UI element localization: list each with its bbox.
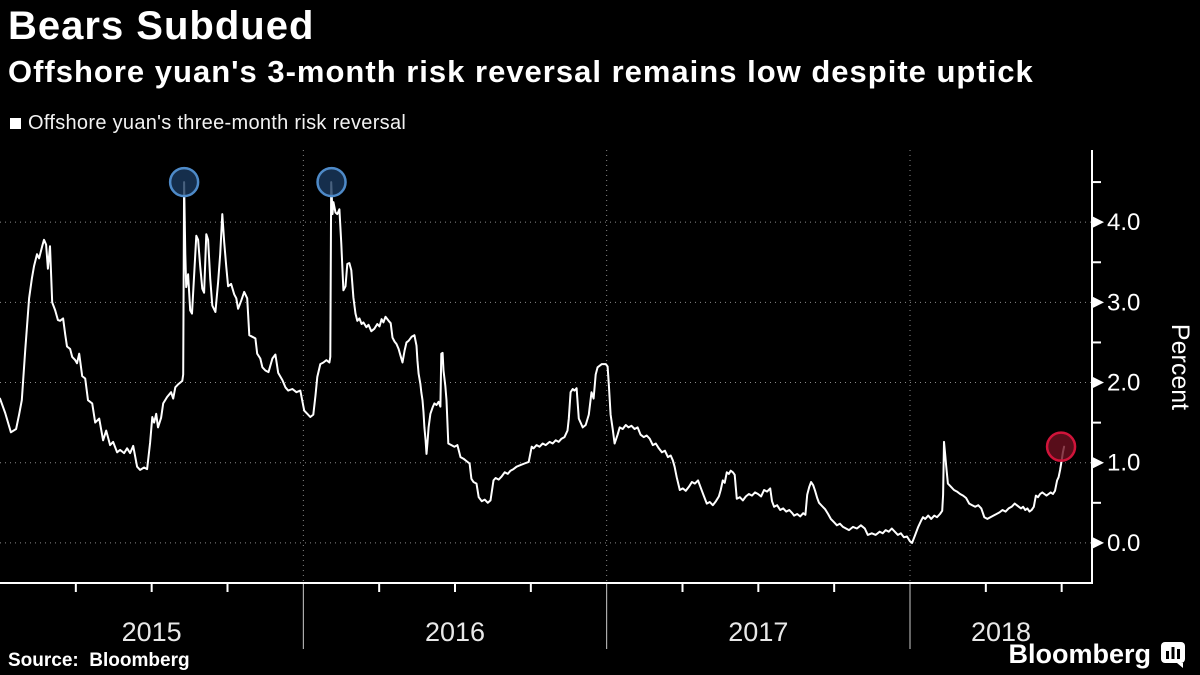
bloomberg-logo-text: Bloomberg <box>1008 639 1151 669</box>
peak-marker <box>168 166 200 198</box>
x-tick-label: 2016 <box>425 617 485 647</box>
legend-swatch-icon <box>10 118 21 129</box>
y-major-tick-arrow <box>1092 376 1104 389</box>
chart-legend: Offshore yuan's three-month risk reversa… <box>10 112 406 135</box>
legend-label: Offshore yuan's three-month risk reversa… <box>28 112 407 134</box>
page-title: Bears Subdued <box>8 4 315 48</box>
x-tick-label: 2017 <box>728 617 788 647</box>
series-line <box>0 181 1066 544</box>
y-tick-label: 1.0 <box>1107 450 1140 477</box>
peak-marker <box>316 166 347 198</box>
y-major-tick-arrow <box>1092 456 1104 469</box>
y-axis-title: Percent <box>1166 324 1194 410</box>
x-tick-label: 2018 <box>971 617 1031 647</box>
peak-marker <box>1045 431 1077 462</box>
chart-subtitle: Offshore yuan's 3-month risk reversal re… <box>8 54 1034 89</box>
bloomberg-bubble-chart-icon <box>1161 642 1185 668</box>
y-major-tick-arrow <box>1092 296 1104 309</box>
y-tick-label: 3.0 <box>1107 289 1140 316</box>
x-tick-label: 2015 <box>122 617 182 647</box>
y-tick-label: 0.0 <box>1107 530 1140 557</box>
y-tick-label: 4.0 <box>1107 209 1140 236</box>
y-major-tick-arrow <box>1092 536 1104 549</box>
bloomberg-logo: Bloomberg <box>1008 639 1186 670</box>
source-attribution: Source: Bloomberg <box>8 650 190 671</box>
y-major-tick-arrow <box>1092 216 1104 229</box>
y-tick-label: 2.0 <box>1107 370 1140 397</box>
